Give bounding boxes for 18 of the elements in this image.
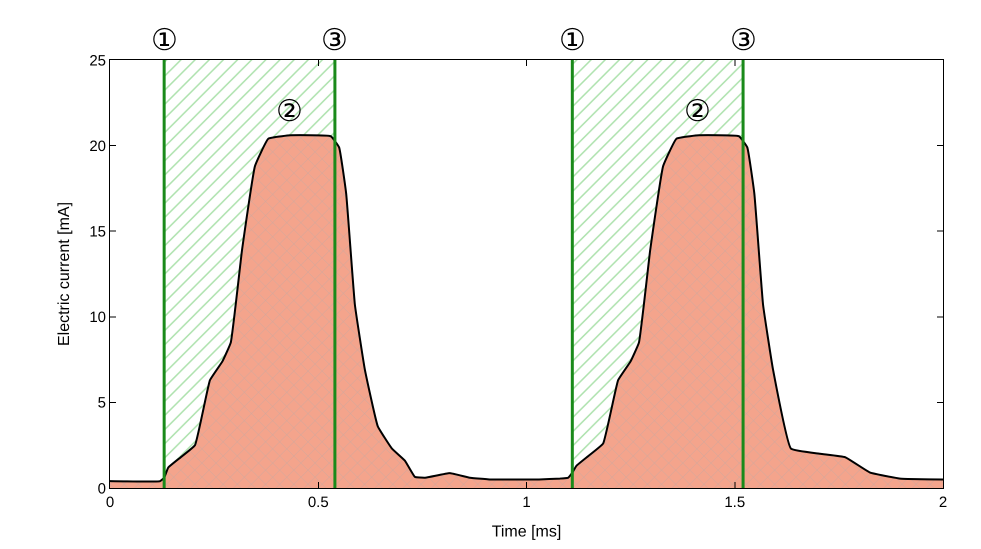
x-tick-label: 2 [938,494,948,511]
x-tick-label: 1.5 [724,494,746,511]
x-tick-label: 0.5 [308,494,329,511]
annotation: ② [684,94,711,129]
y-tick-label: 10 [89,309,106,326]
ref-line-label: ① [151,23,178,58]
y-tick-label: 5 [98,394,106,412]
y-axis-title: Electric current [mA] [56,202,74,346]
x-tick-label: 1 [522,494,531,511]
y-tick-label: 0 [98,480,106,498]
ref-line-label: ③ [321,23,348,58]
x-axis-title: Time [ms] [492,524,562,541]
ref-line-label: ① [559,23,586,58]
annotation: ② [276,94,303,129]
y-tick-label: 15 [89,223,106,240]
y-tick-label: 20 [89,138,106,155]
ref-line-label: ③ [730,23,757,58]
y-tick-label: 25 [89,52,106,70]
